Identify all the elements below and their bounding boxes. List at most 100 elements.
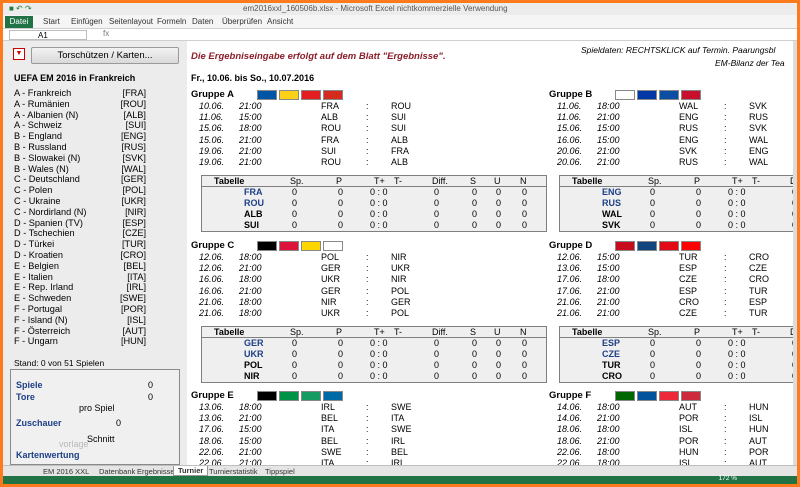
match-date: 21.06. xyxy=(199,307,225,318)
match-row[interactable]: 22.06. 21:00 ITA: IRL xyxy=(191,458,441,469)
standings-cell: 0 xyxy=(522,187,528,197)
zoom-level[interactable]: 172 % xyxy=(718,475,737,482)
sheet-tab[interactable]: Ergebnisse xyxy=(137,467,175,476)
match-row[interactable]: 15.06. 18:00 ROU: SUI xyxy=(191,123,441,134)
match-row[interactable]: 18.06. 18:00 ISL: HUN xyxy=(549,424,797,435)
match-row[interactable]: 18.06. 15:00 BEL: IRL xyxy=(191,436,441,447)
match-date: 10.06. xyxy=(199,101,225,111)
match-time: 21:00 xyxy=(239,446,262,457)
score-separator: : xyxy=(366,112,369,123)
away-team: ROU xyxy=(391,101,411,111)
match-row[interactable]: 15.06. 15:00 RUS: SVK xyxy=(549,123,797,134)
match-row[interactable]: 18.06. 21:00 POR: AUT xyxy=(549,436,797,447)
scorers-cards-button[interactable]: Torschützen / Karten... xyxy=(31,47,179,64)
match-row[interactable]: 11.06. 18:00 WAL: SVK xyxy=(549,101,797,112)
match-row[interactable]: 15.06. 21:00 FRA: ALB xyxy=(191,135,441,146)
tab-page-layout[interactable]: Seitenlayout xyxy=(109,17,154,26)
match-row[interactable]: 20.06. 21:00 SVK: ENG xyxy=(549,146,797,157)
sheet-tab[interactable]: Datenbank xyxy=(99,467,136,476)
away-team: RUS xyxy=(749,112,769,123)
match-row[interactable]: 22.06. 18:00 ISL: AUT xyxy=(549,458,797,469)
score-separator: : xyxy=(724,424,727,435)
tab-data[interactable]: Daten xyxy=(192,17,214,26)
tab-start[interactable]: Start xyxy=(43,17,60,26)
score-separator: : xyxy=(366,457,369,468)
match-date: 18.06. xyxy=(199,435,225,446)
match-row[interactable]: 22.06. 18:00 HUN: POR xyxy=(549,447,797,458)
match-row[interactable]: 17.06. 18:00 CZE: CRO xyxy=(549,274,797,285)
flag-icon xyxy=(279,391,299,401)
sheet-tab[interactable]: Turnier xyxy=(173,466,209,476)
match-row[interactable]: 20.06. 21:00 RUS: WAL xyxy=(549,157,797,168)
vertical-scrollbar[interactable] xyxy=(793,41,797,465)
standings-cell: 0 xyxy=(338,338,344,348)
save-icon[interactable]: ■ ↶ ↷ xyxy=(9,4,32,13)
tab-file[interactable]: Datei xyxy=(5,16,33,28)
standings-team: CZE xyxy=(602,349,620,359)
ribbon-tabs: Datei Start Einfügen Seitenlayout Formel… xyxy=(3,15,797,29)
chevron-down-icon[interactable]: ▼ xyxy=(13,48,25,60)
sheet-tab[interactable]: Turnierstatistik xyxy=(209,467,258,476)
match-row[interactable]: 21.06. 18:00 UKR: POL xyxy=(191,308,441,319)
match-row[interactable]: 10.06. 21:00 FRA: ROU xyxy=(191,101,441,112)
match-time: 18:00 xyxy=(597,424,620,435)
name-box[interactable]: A1 xyxy=(9,30,87,40)
match-row[interactable]: 19.06. 21:00 ROU: ALB xyxy=(191,157,441,168)
match-row[interactable]: 11.06. 21:00 ENG: RUS xyxy=(549,112,797,123)
average-label: Schnitt xyxy=(87,434,115,444)
tab-view[interactable]: Ansicht xyxy=(267,17,294,26)
home-team: ITA xyxy=(321,457,335,468)
match-row[interactable]: 11.06. 15:00 ALB: SUI xyxy=(191,112,441,123)
match-row[interactable]: 17.06. 15:00 ITA: SWE xyxy=(191,424,441,435)
match-row[interactable]: 13.06. 15:00 ESP: CZE xyxy=(549,263,797,274)
tournament-sheet: Die Ergebniseingabe erfolgt auf dem Blat… xyxy=(187,41,797,468)
match-row[interactable]: 21.06. 18:00 NIR: GER xyxy=(191,297,441,308)
hint-text: Spieldaten: RECHTSKLICK auf Termin. Paar… xyxy=(581,45,776,55)
match-row[interactable]: 14.06. 21:00 POR: ISL xyxy=(549,413,797,424)
standings-cell: 0 xyxy=(292,187,298,197)
score-separator: : xyxy=(724,134,727,145)
sheet-tab[interactable]: Tippspiel xyxy=(265,467,295,476)
match-row[interactable]: 16.06. 21:00 GER: POL xyxy=(191,286,441,297)
group-name: Gruppe C xyxy=(191,240,235,251)
tab-formulas[interactable]: Formeln xyxy=(157,17,187,26)
match-row[interactable]: 16.06. 15:00 ENG: WAL xyxy=(549,134,797,146)
home-team: ROU xyxy=(321,156,341,167)
sheet-tab[interactable]: EM 2016 XXL xyxy=(43,467,90,476)
group-title: Gruppe E xyxy=(191,390,441,402)
standings-cell: 0 xyxy=(434,209,440,219)
match-row[interactable]: 21.06. 21:00 CRO: ESP xyxy=(549,297,797,308)
group-d: Gruppe D 12.06. 15:00 TUR: CRO 13.06. 15:00 ESP… xyxy=(549,240,797,319)
match-row[interactable]: 12.06. 18:00 POL: NIR xyxy=(191,252,441,263)
match-row[interactable]: 12.06. 21:00 GER: UKR xyxy=(191,263,441,274)
score-separator: : xyxy=(366,156,369,167)
match-row[interactable]: 13.06. 21:00 BEL: ITA xyxy=(191,413,441,424)
team-code: [POL] xyxy=(122,185,147,196)
standings-row: ALB 0 0 0 : 0 0 0 0 0 xyxy=(202,209,546,220)
standings-cell: 0 xyxy=(472,360,478,370)
group-name: Gruppe F xyxy=(549,390,592,401)
match-row[interactable]: 19.06. 21:00 SUI: FRA xyxy=(191,146,441,157)
team-list-item: F - Portugal [POR] xyxy=(14,304,146,315)
home-team: NIR xyxy=(321,296,337,307)
column-header: Diff. xyxy=(432,327,448,337)
match-row[interactable]: 14.06. 18:00 AUT: HUN xyxy=(549,402,797,413)
fx-icon[interactable]: fx xyxy=(103,29,110,38)
standings-cell: 0 xyxy=(650,209,656,219)
away-team: CZE xyxy=(749,263,767,274)
score-separator: : xyxy=(366,101,369,111)
match-date: 15.06. xyxy=(557,123,583,134)
match-date: 12.06. xyxy=(199,252,225,262)
match-row[interactable]: 22.06. 21:00 SWE: BEL xyxy=(191,447,441,458)
match-row[interactable]: 13.06. 18:00 IRL: SWE xyxy=(191,402,441,413)
match-row[interactable]: 12.06. 15:00 TUR: CRO xyxy=(549,252,797,263)
away-team: IRL xyxy=(391,457,406,468)
tab-insert[interactable]: Einfügen xyxy=(71,17,103,26)
match-row[interactable]: 16.06. 18:00 UKR: NIR xyxy=(191,274,441,285)
match-row[interactable]: 21.06. 21:00 CZE: TUR xyxy=(549,308,797,319)
score-separator: : xyxy=(366,263,369,274)
score-separator: : xyxy=(366,123,369,134)
match-row[interactable]: 17.06. 21:00 ESP: TUR xyxy=(549,286,797,297)
tab-review[interactable]: Überprüfen xyxy=(222,17,263,26)
match-date: 15.06. xyxy=(199,134,225,145)
